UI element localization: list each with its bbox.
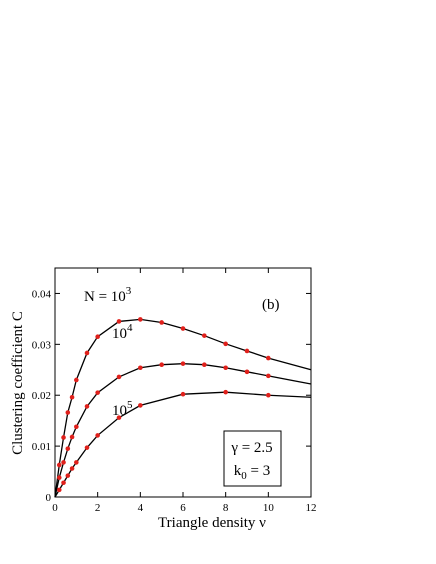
- x-tick-label: 8: [223, 502, 229, 514]
- marker: [138, 317, 143, 322]
- x-tick-label: 0: [52, 502, 58, 514]
- info-line: k0 = 3: [234, 463, 270, 482]
- marker: [95, 390, 100, 395]
- marker: [223, 365, 228, 371]
- x-tick-label: 12: [306, 502, 317, 514]
- marker: [180, 391, 186, 397]
- marker: [116, 415, 122, 420]
- x-tick-label: 2: [95, 502, 101, 514]
- y-tick-label: 0.02: [32, 390, 51, 402]
- series-label-sup: 3: [126, 285, 132, 297]
- series-label: N = 103: [84, 285, 132, 305]
- marker: [244, 348, 250, 354]
- marker: [266, 392, 271, 398]
- marker: [159, 362, 164, 367]
- info-text: γ = 2.5: [230, 440, 272, 456]
- marker: [266, 355, 271, 361]
- marker: [61, 435, 66, 440]
- series-label-sup: 4: [127, 322, 133, 334]
- marker: [266, 373, 271, 379]
- marker: [180, 361, 186, 366]
- marker: [138, 403, 143, 408]
- marker: [223, 389, 228, 395]
- series-label-sup: 5: [127, 399, 133, 411]
- marker: [84, 445, 90, 450]
- marker: [84, 350, 90, 356]
- marker: [138, 365, 143, 371]
- marker: [84, 404, 90, 409]
- marker: [69, 466, 75, 471]
- x-tick-label: 4: [138, 502, 144, 514]
- marker: [95, 433, 100, 438]
- marker: [69, 394, 75, 400]
- marker: [180, 326, 186, 331]
- marker: [74, 424, 79, 430]
- marker: [202, 333, 207, 338]
- marker: [56, 462, 62, 468]
- series-label: 104: [112, 322, 133, 342]
- marker: [74, 377, 79, 383]
- marker: [65, 410, 71, 415]
- marker: [116, 374, 122, 380]
- series-label-text: 10: [112, 326, 127, 342]
- y-axis-label: Clustering coefficient C: [10, 311, 26, 455]
- marker: [56, 487, 62, 493]
- marker: [95, 334, 100, 340]
- marker: [74, 460, 79, 465]
- marker: [61, 480, 66, 486]
- y-tick-label: 0.01: [32, 441, 51, 453]
- x-tick-label: 10: [263, 502, 275, 514]
- series-label: 105: [112, 399, 133, 419]
- series-label-text: 10: [112, 403, 127, 419]
- y-tick-label: 0.04: [32, 288, 52, 300]
- marker: [159, 320, 164, 325]
- y-tick-label: 0: [46, 492, 52, 504]
- info-box: [223, 430, 282, 487]
- info-line: γ = 2.5: [230, 440, 272, 456]
- marker: [223, 341, 228, 347]
- marker: [116, 319, 122, 324]
- marker: [202, 362, 207, 367]
- marker: [65, 473, 71, 478]
- info-text: k: [234, 463, 242, 479]
- marker: [69, 434, 75, 440]
- y-tick-label: 0.03: [32, 339, 52, 351]
- marker: [244, 369, 250, 375]
- marker: [61, 460, 66, 465]
- info-sub: 0: [241, 470, 247, 482]
- series-label-text: N = 10: [84, 289, 126, 305]
- x-tick-label: 6: [180, 502, 186, 514]
- panel-label: (b): [262, 297, 280, 313]
- x-axis-label: Triangle density ν: [158, 515, 266, 531]
- marker: [56, 475, 62, 480]
- info-rest: = 3: [247, 463, 270, 479]
- marker: [65, 446, 71, 451]
